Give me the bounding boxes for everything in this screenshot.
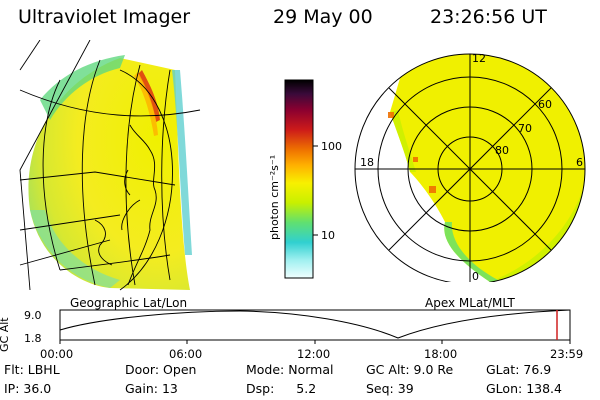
info-gain: Gain: 13: [125, 381, 178, 396]
timeline-x-tick: 00:00: [40, 347, 73, 361]
mlt-label-midnight: 0: [472, 270, 479, 282]
info-glon: GLon: 138.4: [486, 381, 562, 396]
lat-label: 60: [538, 98, 552, 111]
polar-image-panel: 12 0 18 6 60 70 80: [354, 52, 586, 282]
polar-emission: [390, 54, 585, 282]
info-mode: Mode: Normal: [246, 362, 334, 377]
info-flt: Flt: LBHL: [4, 362, 60, 377]
timeline-y-tick: 9.0: [24, 309, 42, 322]
geographic-image-panel: [19, 40, 201, 291]
polar-grid: [354, 53, 586, 282]
colorbar-scale: [284, 79, 314, 279]
timeline-x-tick: 06:00: [169, 347, 202, 361]
altitude-timeline: GC Alt 9.0 1.8 00:00 06:00 12:00 18:00 2…: [0, 309, 583, 361]
lat-label: 80: [495, 144, 509, 157]
left-panel-label: Geographic Lat/Lon: [70, 296, 188, 310]
colorbar: 100 10 photon cm⁻²s⁻¹: [268, 79, 342, 279]
info-glat: GLat: 76.9: [486, 362, 552, 377]
mlt-label-dawn: 6: [576, 156, 583, 169]
right-panel-label: Apex MLat/MLT: [425, 296, 515, 310]
date-label: 29 May 00: [273, 6, 373, 28]
colorbar-tick-label: 10: [321, 229, 335, 242]
lat-lon-grid: [19, 40, 201, 291]
page-title: Ultraviolet Imager: [18, 6, 191, 28]
info-dsp: Dsp: 5.2: [246, 381, 317, 396]
timeline-x-tick: 12:00: [297, 347, 330, 361]
timeline-y-tick: 1.8: [24, 332, 42, 345]
mlt-label-noon: 12: [472, 52, 486, 65]
info-ip: IP: 36.0: [4, 381, 52, 396]
info-seq: Seq: 39: [366, 381, 414, 396]
timeline-x-tick: 23:59: [550, 347, 583, 361]
timeline-y-label: GC Alt: [0, 317, 11, 352]
info-gc-alt: GC Alt: 9.0 Re: [366, 362, 454, 377]
mlt-label-dusk: 18: [360, 156, 374, 169]
lat-label: 70: [518, 122, 532, 135]
colorbar-unit-label: photon cm⁻²s⁻¹: [268, 155, 281, 240]
info-door: Door: Open: [125, 362, 197, 377]
altitude-curve: [59, 309, 571, 339]
timeline-x-tick: 18:00: [424, 347, 457, 361]
time-label: 23:26:56 UT: [430, 6, 547, 28]
colorbar-tick-label: 100: [321, 140, 342, 153]
